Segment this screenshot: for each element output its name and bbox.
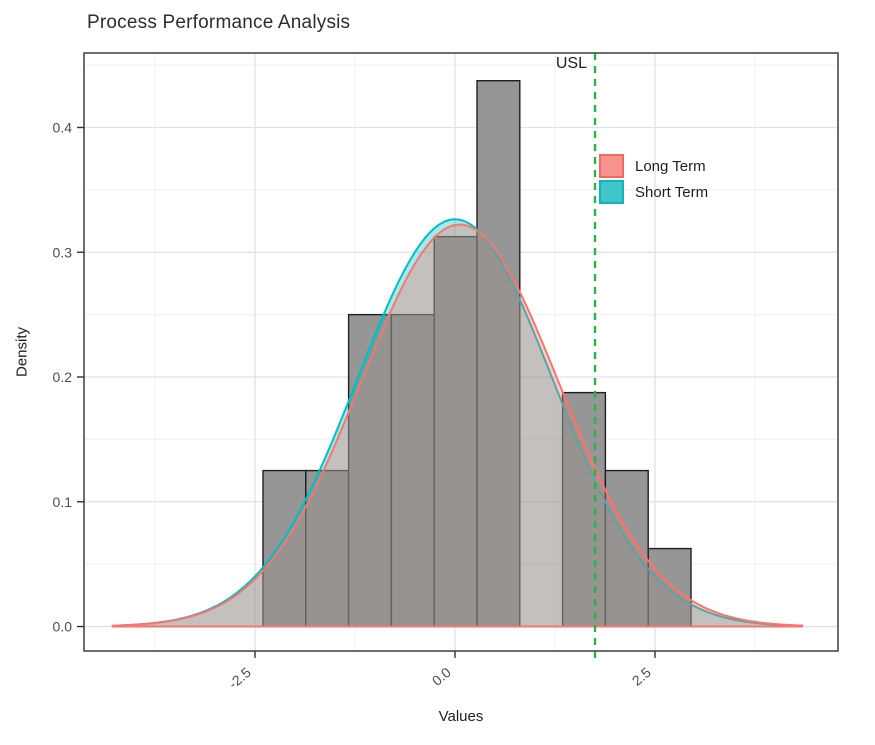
x-tick-label: 2.5: [629, 664, 654, 689]
legend-label-short-term: Short Term: [635, 183, 709, 201]
x-axis-title: Values: [438, 708, 484, 725]
x-tick-label: 0.0: [429, 664, 454, 689]
y-tick-label: 0.1: [53, 494, 73, 510]
y-tick-label: 0.2: [53, 369, 73, 385]
legend-label-long-term: Long Term: [635, 157, 706, 175]
short-term-swatch: [599, 180, 624, 204]
legend: Long Term Short Term: [599, 154, 708, 204]
legend-item-short-term: Short Term: [599, 180, 708, 204]
y-tick-label: 0.4: [53, 119, 73, 135]
usl-line-label: USL: [555, 55, 587, 72]
histogram-bar: [476, 79, 521, 628]
histogram-bar: [604, 469, 649, 628]
density-curve-long-term: [111, 223, 804, 628]
histogram-bar: [347, 313, 393, 628]
histogram-bar: [647, 547, 692, 628]
histogram-bar: [262, 469, 307, 628]
histogram-bar: [561, 391, 607, 628]
y-tick-label: 0.0: [53, 619, 73, 635]
legend-item-long-term: Long Term: [599, 154, 708, 178]
density-curve-short-term: [118, 218, 800, 628]
y-axis-title: Density: [13, 326, 31, 378]
long-term-swatch: [599, 154, 624, 178]
chart-title: Process Performance Analysis: [87, 12, 351, 33]
y-tick-label: 0.3: [53, 244, 73, 260]
panel-border: [83, 52, 839, 652]
x-tick-label: -2.5: [225, 664, 254, 692]
